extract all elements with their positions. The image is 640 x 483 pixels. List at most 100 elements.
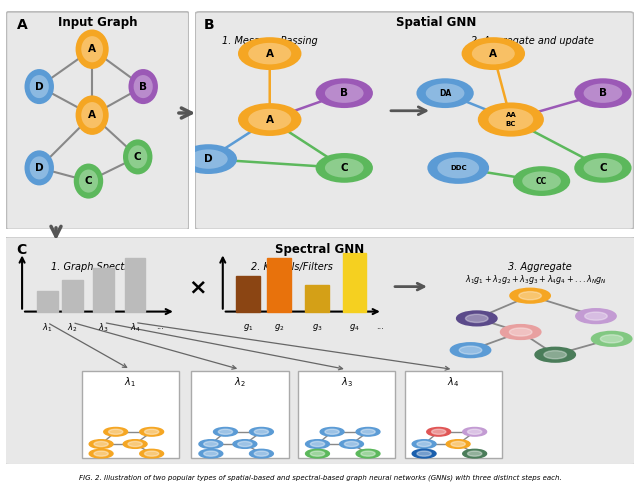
Bar bbox=[82, 370, 179, 458]
Circle shape bbox=[204, 451, 218, 456]
FancyBboxPatch shape bbox=[6, 12, 189, 229]
Text: $\lambda_2$: $\lambda_2$ bbox=[67, 322, 77, 334]
Circle shape bbox=[325, 429, 339, 434]
Text: D: D bbox=[204, 154, 212, 164]
Text: $\lambda_2$: $\lambda_2$ bbox=[234, 375, 246, 389]
Circle shape bbox=[465, 314, 488, 323]
Text: A: A bbox=[266, 49, 274, 58]
Circle shape bbox=[340, 440, 364, 448]
Bar bbox=[125, 258, 145, 312]
Text: A: A bbox=[88, 110, 96, 120]
Bar bbox=[298, 370, 396, 458]
Circle shape bbox=[199, 440, 223, 448]
Text: $\lambda_3$: $\lambda_3$ bbox=[340, 375, 353, 389]
Ellipse shape bbox=[463, 38, 524, 69]
Ellipse shape bbox=[488, 108, 533, 131]
Circle shape bbox=[446, 440, 470, 448]
Ellipse shape bbox=[575, 79, 630, 107]
Text: $\lambda_4$: $\lambda_4$ bbox=[129, 322, 140, 334]
Text: A: A bbox=[266, 114, 274, 125]
Circle shape bbox=[460, 346, 482, 354]
Bar bbox=[236, 276, 260, 312]
Circle shape bbox=[320, 427, 344, 436]
Ellipse shape bbox=[317, 79, 372, 107]
Circle shape bbox=[344, 441, 358, 447]
Circle shape bbox=[361, 429, 375, 434]
Text: $g_4$: $g_4$ bbox=[349, 322, 360, 333]
Circle shape bbox=[199, 449, 223, 458]
Ellipse shape bbox=[522, 171, 561, 191]
Text: 2. Aggregate and update: 2. Aggregate and update bbox=[471, 36, 594, 46]
Text: B: B bbox=[599, 88, 607, 98]
Bar bbox=[62, 280, 83, 312]
Circle shape bbox=[233, 440, 257, 448]
Circle shape bbox=[94, 441, 108, 447]
Text: A: A bbox=[17, 18, 28, 32]
Circle shape bbox=[305, 440, 330, 448]
FancyBboxPatch shape bbox=[3, 237, 637, 465]
Text: 1. Graph Spectrum: 1. Graph Spectrum bbox=[51, 262, 144, 271]
Circle shape bbox=[140, 427, 164, 436]
Text: Input Graph: Input Graph bbox=[58, 16, 138, 29]
Ellipse shape bbox=[325, 158, 364, 178]
Circle shape bbox=[412, 449, 436, 458]
Circle shape bbox=[467, 429, 482, 434]
Circle shape bbox=[356, 427, 380, 436]
Ellipse shape bbox=[128, 145, 147, 169]
Circle shape bbox=[140, 449, 164, 458]
Bar bbox=[93, 269, 114, 312]
Ellipse shape bbox=[325, 84, 364, 103]
Text: C: C bbox=[134, 152, 141, 162]
Ellipse shape bbox=[189, 149, 228, 169]
Circle shape bbox=[128, 441, 142, 447]
Bar bbox=[404, 370, 502, 458]
Circle shape bbox=[145, 429, 159, 434]
Ellipse shape bbox=[81, 36, 103, 62]
Ellipse shape bbox=[134, 75, 153, 98]
Ellipse shape bbox=[180, 145, 236, 173]
Text: $\lambda_3$: $\lambda_3$ bbox=[99, 322, 109, 334]
Ellipse shape bbox=[77, 97, 108, 134]
Circle shape bbox=[124, 440, 147, 448]
Bar bbox=[342, 253, 367, 312]
Circle shape bbox=[89, 440, 113, 448]
Ellipse shape bbox=[426, 84, 465, 103]
Ellipse shape bbox=[428, 153, 488, 183]
Circle shape bbox=[254, 429, 269, 434]
Circle shape bbox=[576, 309, 616, 324]
Text: C: C bbox=[84, 176, 92, 186]
Circle shape bbox=[254, 451, 269, 456]
Circle shape bbox=[89, 449, 113, 458]
Circle shape bbox=[463, 449, 486, 458]
Circle shape bbox=[214, 427, 237, 436]
Text: Spatial GNN: Spatial GNN bbox=[396, 16, 477, 29]
Circle shape bbox=[412, 440, 436, 448]
Text: B: B bbox=[140, 82, 147, 92]
Ellipse shape bbox=[239, 104, 300, 135]
Text: B: B bbox=[340, 88, 348, 98]
Circle shape bbox=[451, 441, 465, 447]
Circle shape bbox=[591, 331, 632, 346]
Bar bbox=[191, 370, 289, 458]
Ellipse shape bbox=[317, 154, 372, 182]
Text: $\lambda_4$: $\lambda_4$ bbox=[447, 375, 460, 389]
Circle shape bbox=[417, 451, 431, 456]
Circle shape bbox=[417, 441, 431, 447]
Circle shape bbox=[467, 451, 482, 456]
Ellipse shape bbox=[29, 75, 49, 98]
Ellipse shape bbox=[584, 84, 622, 103]
Bar bbox=[268, 258, 291, 312]
Text: Spectral GNN: Spectral GNN bbox=[275, 243, 365, 256]
Ellipse shape bbox=[584, 158, 622, 178]
Circle shape bbox=[94, 451, 108, 456]
Ellipse shape bbox=[129, 70, 157, 103]
Text: C: C bbox=[16, 243, 26, 257]
Circle shape bbox=[519, 292, 541, 300]
Circle shape bbox=[305, 449, 330, 458]
Circle shape bbox=[535, 347, 575, 362]
Ellipse shape bbox=[29, 156, 49, 179]
Ellipse shape bbox=[514, 167, 569, 195]
Circle shape bbox=[145, 451, 159, 456]
Circle shape bbox=[510, 288, 550, 303]
Text: ...: ... bbox=[156, 322, 164, 331]
